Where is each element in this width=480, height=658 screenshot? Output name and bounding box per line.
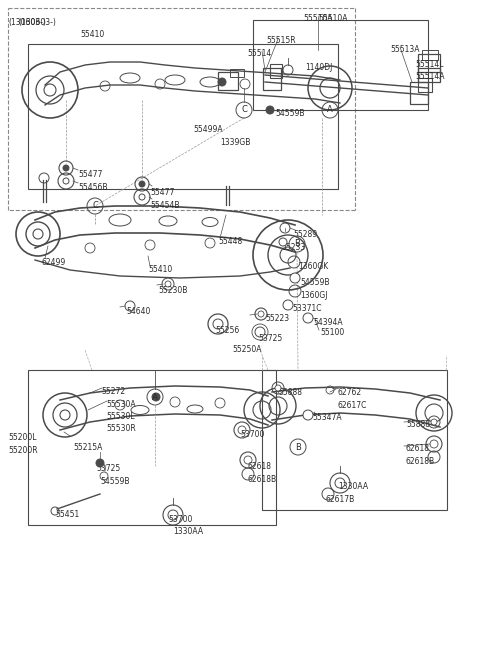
Text: A: A (152, 393, 158, 401)
Text: 53725: 53725 (258, 334, 282, 343)
Text: 55456B: 55456B (78, 183, 108, 192)
Text: 55888: 55888 (278, 388, 302, 397)
Text: 62617C: 62617C (338, 401, 367, 410)
Text: 55530R: 55530R (106, 424, 136, 433)
Circle shape (290, 273, 300, 283)
Bar (263, 68, 281, 90)
Text: 54394A: 54394A (313, 318, 343, 327)
Text: 55530L: 55530L (106, 412, 134, 421)
Text: 1330AA: 1330AA (338, 482, 368, 491)
Text: 62618B: 62618B (406, 457, 435, 466)
Bar (418, 68, 440, 82)
Text: 55410: 55410 (148, 265, 172, 274)
Bar (422, 50, 438, 60)
Text: 55233: 55233 (281, 243, 305, 252)
Text: 55289: 55289 (293, 230, 317, 239)
Text: 53700: 53700 (240, 430, 264, 439)
Text: 55513A: 55513A (390, 45, 420, 54)
Circle shape (431, 419, 437, 425)
Text: 55347A: 55347A (312, 413, 342, 422)
Text: (130603-): (130603-) (8, 18, 46, 27)
Circle shape (303, 313, 313, 323)
Text: 53725: 53725 (96, 464, 120, 473)
Text: 55477: 55477 (150, 188, 174, 197)
Text: 55200R: 55200R (8, 446, 37, 455)
Text: 62618: 62618 (406, 444, 430, 453)
Text: 55530A: 55530A (106, 400, 136, 409)
Text: B: B (295, 442, 301, 451)
Text: 55514L: 55514L (415, 60, 444, 69)
Text: 55515R: 55515R (266, 36, 296, 45)
Text: 1330AA: 1330AA (173, 527, 203, 536)
Text: 55448: 55448 (218, 237, 242, 246)
Circle shape (63, 165, 69, 171)
Bar (218, 72, 238, 90)
Text: 62499: 62499 (42, 258, 66, 267)
Text: 55250A: 55250A (232, 345, 262, 354)
Bar (262, 370, 447, 510)
Bar (28, 370, 276, 525)
Text: 55451: 55451 (55, 510, 79, 519)
Bar (418, 54, 440, 72)
Text: 1360GK: 1360GK (298, 262, 328, 271)
Circle shape (152, 393, 160, 401)
Bar (230, 69, 244, 77)
Text: 62618: 62618 (247, 462, 271, 471)
Text: 53371C: 53371C (292, 304, 322, 313)
Text: A: A (327, 105, 333, 114)
Bar (253, 20, 428, 110)
Text: 53700: 53700 (168, 515, 192, 524)
Text: 55510A: 55510A (303, 14, 333, 23)
Text: 55256: 55256 (215, 326, 239, 335)
Text: C: C (92, 201, 98, 211)
Text: 55499A: 55499A (193, 125, 223, 134)
Circle shape (275, 385, 281, 391)
Text: 1339GB: 1339GB (220, 138, 251, 147)
Circle shape (218, 78, 226, 86)
Circle shape (96, 459, 104, 467)
Text: 55200L: 55200L (8, 433, 36, 442)
Text: 54640: 54640 (126, 307, 150, 316)
Text: 55454B: 55454B (150, 201, 180, 210)
Text: 55410: 55410 (80, 30, 104, 39)
Circle shape (266, 106, 274, 114)
Text: (130603-): (130603-) (18, 18, 56, 27)
Text: 62762: 62762 (338, 388, 362, 397)
Text: B: B (294, 240, 300, 249)
Bar (270, 64, 282, 78)
Text: 55888: 55888 (406, 420, 430, 429)
Text: 55510A: 55510A (318, 14, 348, 23)
Text: 55230B: 55230B (158, 286, 187, 295)
Bar (28, 44, 338, 189)
Text: 62617B: 62617B (326, 495, 355, 504)
Bar (418, 78, 432, 92)
Text: 54559B: 54559B (300, 278, 329, 287)
Text: 55477: 55477 (78, 170, 102, 179)
Text: 1140DJ: 1140DJ (305, 63, 332, 72)
Text: 55223: 55223 (265, 314, 289, 323)
Text: C: C (241, 105, 247, 114)
Text: 54559B: 54559B (100, 477, 130, 486)
Bar (410, 82, 428, 104)
Text: 55514A: 55514A (415, 72, 444, 81)
Text: 55272: 55272 (101, 387, 125, 396)
Text: 54559B: 54559B (275, 109, 304, 118)
Circle shape (279, 238, 287, 246)
Text: 1360GJ: 1360GJ (300, 291, 327, 300)
Circle shape (303, 410, 313, 420)
Text: 62618B: 62618B (247, 475, 276, 484)
Text: 55100: 55100 (320, 328, 344, 337)
Circle shape (139, 181, 145, 187)
Text: 55514: 55514 (247, 49, 271, 58)
Text: 55215A: 55215A (73, 443, 102, 452)
